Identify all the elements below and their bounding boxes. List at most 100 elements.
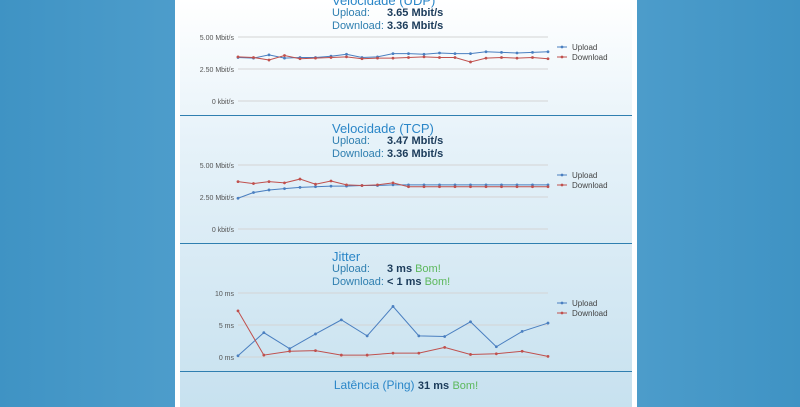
data-point-upload xyxy=(469,183,472,187)
data-point-download xyxy=(515,185,519,189)
jitter-section: Jitter Upload: 3 ms Bom! Download: < 1 ms… xyxy=(180,244,632,372)
y-tick-label: 0 ms xyxy=(219,355,235,362)
jitter-upload-value: 3 ms Bom! xyxy=(387,263,441,275)
data-point-download xyxy=(469,185,472,189)
jitter-divider xyxy=(180,371,632,372)
jitter-title: Jitter xyxy=(332,249,361,264)
data-point-upload xyxy=(236,196,240,200)
jitter-upload-label: Upload: xyxy=(332,263,370,275)
data-point-download xyxy=(407,185,410,189)
tcp-upload-value: 3.47 Mbit/s xyxy=(387,135,444,147)
data-point-download xyxy=(391,181,395,185)
data-point-download xyxy=(453,56,457,59)
jitter-download-label: Download: xyxy=(332,276,384,288)
tcp-upload-row: Upload: 3.47 Mbit/s xyxy=(332,135,443,147)
data-point-upload xyxy=(339,318,343,322)
y-tick-label: 0 kbit/s xyxy=(212,227,235,234)
data-point-upload xyxy=(531,183,534,187)
data-point-upload xyxy=(283,187,286,191)
legend-marker-download xyxy=(560,183,564,187)
data-point-download xyxy=(438,185,441,189)
data-point-upload xyxy=(314,332,317,336)
data-point-upload xyxy=(443,335,447,338)
data-point-upload xyxy=(515,183,519,187)
data-point-upload xyxy=(267,53,271,57)
data-point-upload xyxy=(438,183,441,187)
data-point-download xyxy=(407,56,410,59)
data-point-download xyxy=(546,185,550,189)
y-tick-label: 2.50 Mbit/s xyxy=(200,195,235,202)
data-point-upload xyxy=(391,52,395,56)
data-point-download xyxy=(500,56,503,59)
data-point-download xyxy=(417,351,421,355)
udp-speed-chart: 5.00 Mbit/s 2.50 Mbit/s 0 kbit/s UploadDown… xyxy=(200,35,608,106)
data-point-upload xyxy=(546,183,550,187)
data-point-download xyxy=(329,56,333,59)
jitter-upload-row: Upload: 3 ms Bom! xyxy=(332,263,441,275)
ping-title: Latência (Ping) xyxy=(333,378,415,392)
udp-upload-value: 3.65 Mbit/s xyxy=(387,7,444,19)
data-point-upload xyxy=(453,52,457,56)
data-point-download xyxy=(283,181,286,185)
data-point-download xyxy=(469,60,472,64)
legend-label-upload: Upload xyxy=(572,43,597,52)
data-point-upload xyxy=(546,50,550,54)
data-point-download xyxy=(422,185,426,189)
data-point-download xyxy=(298,57,302,61)
data-point-download xyxy=(314,349,317,352)
legend-label-upload: Upload xyxy=(572,299,597,308)
y-tick-label: 0 kbit/s xyxy=(212,99,235,106)
data-point-upload xyxy=(262,331,266,335)
data-point-download xyxy=(329,179,333,183)
data-point-upload xyxy=(469,320,472,324)
data-point-upload xyxy=(546,321,550,325)
data-point-upload xyxy=(422,52,426,56)
data-point-download xyxy=(345,55,348,59)
data-point-download xyxy=(360,184,364,187)
jitter-download-rating: Bom! xyxy=(424,276,451,288)
data-point-upload xyxy=(438,51,441,55)
legend-label-download: Download xyxy=(572,181,608,190)
data-point-upload xyxy=(236,354,240,358)
legend-marker-upload xyxy=(560,301,564,305)
data-point-upload xyxy=(484,50,488,54)
udp-download-value: 3.36 Mbit/s xyxy=(387,20,444,32)
jitter-upload-rating: Bom! xyxy=(415,263,441,275)
data-point-download xyxy=(443,346,447,349)
data-point-download xyxy=(453,185,457,189)
data-point-download xyxy=(262,353,266,357)
ping-rating: Bom! xyxy=(452,380,479,392)
data-point-upload xyxy=(365,334,369,338)
data-point-download xyxy=(484,185,488,189)
data-point-download xyxy=(376,56,379,60)
udp-download-row: Download: 3.36 Mbit/s xyxy=(332,20,443,32)
data-point-download xyxy=(500,185,503,189)
legend-label-upload: Upload xyxy=(572,171,597,180)
data-point-download xyxy=(438,56,441,59)
data-point-download xyxy=(376,183,379,187)
data-point-download xyxy=(531,56,534,59)
data-point-download xyxy=(283,54,286,57)
data-point-download xyxy=(494,352,498,356)
ping-value: 31 ms xyxy=(417,380,450,392)
data-point-upload xyxy=(500,50,503,54)
udp-section: Velocidade (UDP) Upload: 3.65 Mbit/s Dow… xyxy=(180,0,632,116)
data-point-upload xyxy=(484,183,488,187)
legend-marker-upload xyxy=(560,173,564,177)
y-tick-label: 10 ms xyxy=(215,291,235,298)
data-point-upload xyxy=(391,183,395,187)
ping-row: Latência (Ping) 31 ms Bom! xyxy=(180,378,632,392)
data-point-upload xyxy=(391,305,395,308)
data-point-download xyxy=(484,56,488,60)
data-point-download xyxy=(236,180,240,184)
series-line-download xyxy=(237,310,549,357)
tcp-speed-chart: 5.00 Mbit/s 2.50 Mbit/s 0 kbit/s UploadDown… xyxy=(200,163,608,234)
data-point-download xyxy=(520,349,524,353)
udp-title: Velocidade (UDP) xyxy=(332,0,436,8)
udp-divider xyxy=(180,115,632,116)
tcp-upload-label: Upload: xyxy=(332,135,370,147)
data-point-download xyxy=(314,182,317,186)
data-point-upload xyxy=(520,330,524,333)
data-point-download xyxy=(515,56,519,60)
data-point-upload xyxy=(329,184,333,188)
